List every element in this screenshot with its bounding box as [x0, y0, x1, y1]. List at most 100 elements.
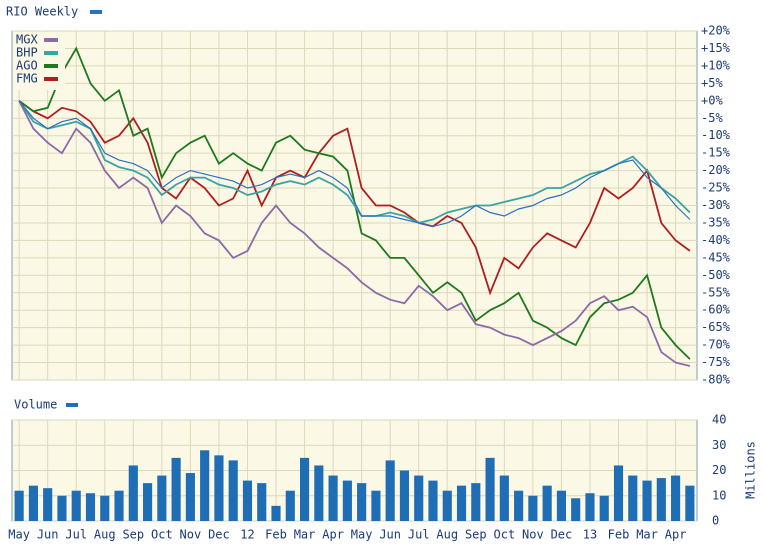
volume-bar [200, 450, 210, 521]
y-tick-label: -35% [701, 215, 731, 229]
volume-bar [100, 495, 110, 521]
x-tick-label: Mar [294, 528, 316, 542]
volume-bar [285, 490, 295, 521]
volume-bar [71, 490, 81, 521]
volume-bar [114, 490, 124, 521]
y-tick-label: -60% [701, 303, 731, 317]
y-tick-label: -80% [701, 373, 731, 387]
y-tick-label: 0 [712, 514, 719, 528]
volume-bar [185, 473, 195, 521]
volume-bar [642, 480, 652, 521]
volume-bar [542, 485, 552, 521]
x-tick-label: Aug [436, 528, 458, 542]
volume-bar [571, 498, 581, 521]
y-axis-label: Millions [744, 441, 758, 499]
volume-bar [599, 495, 609, 521]
volume-bar [328, 475, 338, 521]
x-tick-label: May [351, 528, 373, 542]
volume-bar [228, 460, 238, 521]
volume-bar [685, 485, 695, 521]
volume-bar [371, 490, 381, 521]
line-series [18, 100, 691, 228]
y-tick-label: +15% [701, 41, 731, 55]
x-tick-label: Apr [322, 528, 344, 542]
volume-bar [414, 475, 424, 521]
volume-bar [528, 495, 538, 521]
volume-bar [442, 490, 452, 521]
x-tick-label: Aug [94, 528, 116, 542]
y-tick-label: -40% [701, 233, 731, 247]
legend-label: BHP [16, 46, 38, 60]
legend-swatch [44, 77, 58, 81]
volume-bar [242, 480, 253, 521]
volume-bar [456, 485, 467, 521]
x-tick-label: Dec [551, 528, 573, 542]
y-tick-label: -70% [701, 338, 731, 352]
volume-bar [585, 493, 595, 521]
line-series [18, 100, 691, 224]
y-tick-label: +0% [701, 93, 723, 107]
x-tick-label: Sep [122, 528, 144, 542]
volume-bar [214, 455, 224, 521]
y-tick-label: +10% [701, 58, 731, 72]
volume-bar [143, 483, 153, 521]
x-tick-label: Sep [465, 528, 487, 542]
y-tick-label: -10% [701, 128, 731, 142]
x-tick-label: Nov [522, 528, 544, 542]
y-tick-label: -30% [701, 198, 731, 212]
volume-bar [485, 457, 495, 521]
y-tick-label: -65% [701, 320, 731, 334]
volume-bar [57, 495, 67, 521]
volume-bar [342, 480, 352, 521]
y-tick-label: 10 [712, 488, 726, 502]
x-tick-label: Dec [208, 528, 230, 542]
y-tick-label: +20% [701, 24, 731, 38]
x-tick-label: Oct [494, 528, 516, 542]
x-tick-label: Mar [636, 528, 658, 542]
volume-bar [385, 460, 395, 521]
y-tick-label: +5% [701, 76, 723, 90]
x-tick-label: Jun [37, 528, 59, 542]
volume-bar [628, 475, 638, 521]
x-tick-label: Feb [265, 528, 287, 542]
volume-bar [357, 483, 367, 521]
volume-bar [299, 457, 310, 521]
volume-bar [499, 475, 509, 521]
chart-title: RIO Weekly [6, 5, 78, 19]
legend-label: AGO [16, 59, 38, 73]
y-tick-label: -75% [701, 355, 731, 369]
x-tick-label: May [8, 528, 30, 542]
y-tick-label: -25% [701, 181, 731, 195]
volume-bar [171, 457, 181, 521]
y-tick-label: -5% [701, 111, 723, 125]
title-swatch [90, 10, 102, 14]
volume-bar [656, 478, 666, 521]
legend-label: MGX [16, 33, 38, 47]
volume-bar [399, 470, 410, 521]
volume-bar [28, 485, 38, 521]
legend-swatch [44, 51, 58, 55]
y-tick-label: 40 [712, 413, 726, 427]
volume-bar [514, 490, 524, 521]
y-tick-label: -50% [701, 268, 731, 282]
volume-bar [128, 465, 138, 521]
volume-bar [613, 465, 624, 521]
volume-bar [43, 488, 53, 521]
volume-bar [471, 483, 481, 521]
volume-bar [271, 505, 281, 521]
x-tick-label: 13 [583, 528, 597, 542]
x-tick-label: Apr [665, 528, 687, 542]
y-tick-label: 20 [712, 463, 726, 477]
volume-bar [14, 490, 24, 521]
line-series [18, 100, 691, 296]
legend-swatch [44, 64, 58, 68]
y-tick-label: -15% [701, 146, 731, 160]
volume-bar [556, 490, 566, 521]
volume-bar [157, 475, 167, 521]
x-tick-label: Oct [151, 528, 173, 542]
x-tick-label: Jun [379, 528, 401, 542]
volume-swatch [66, 403, 78, 407]
volume-title: Volume [14, 398, 57, 412]
